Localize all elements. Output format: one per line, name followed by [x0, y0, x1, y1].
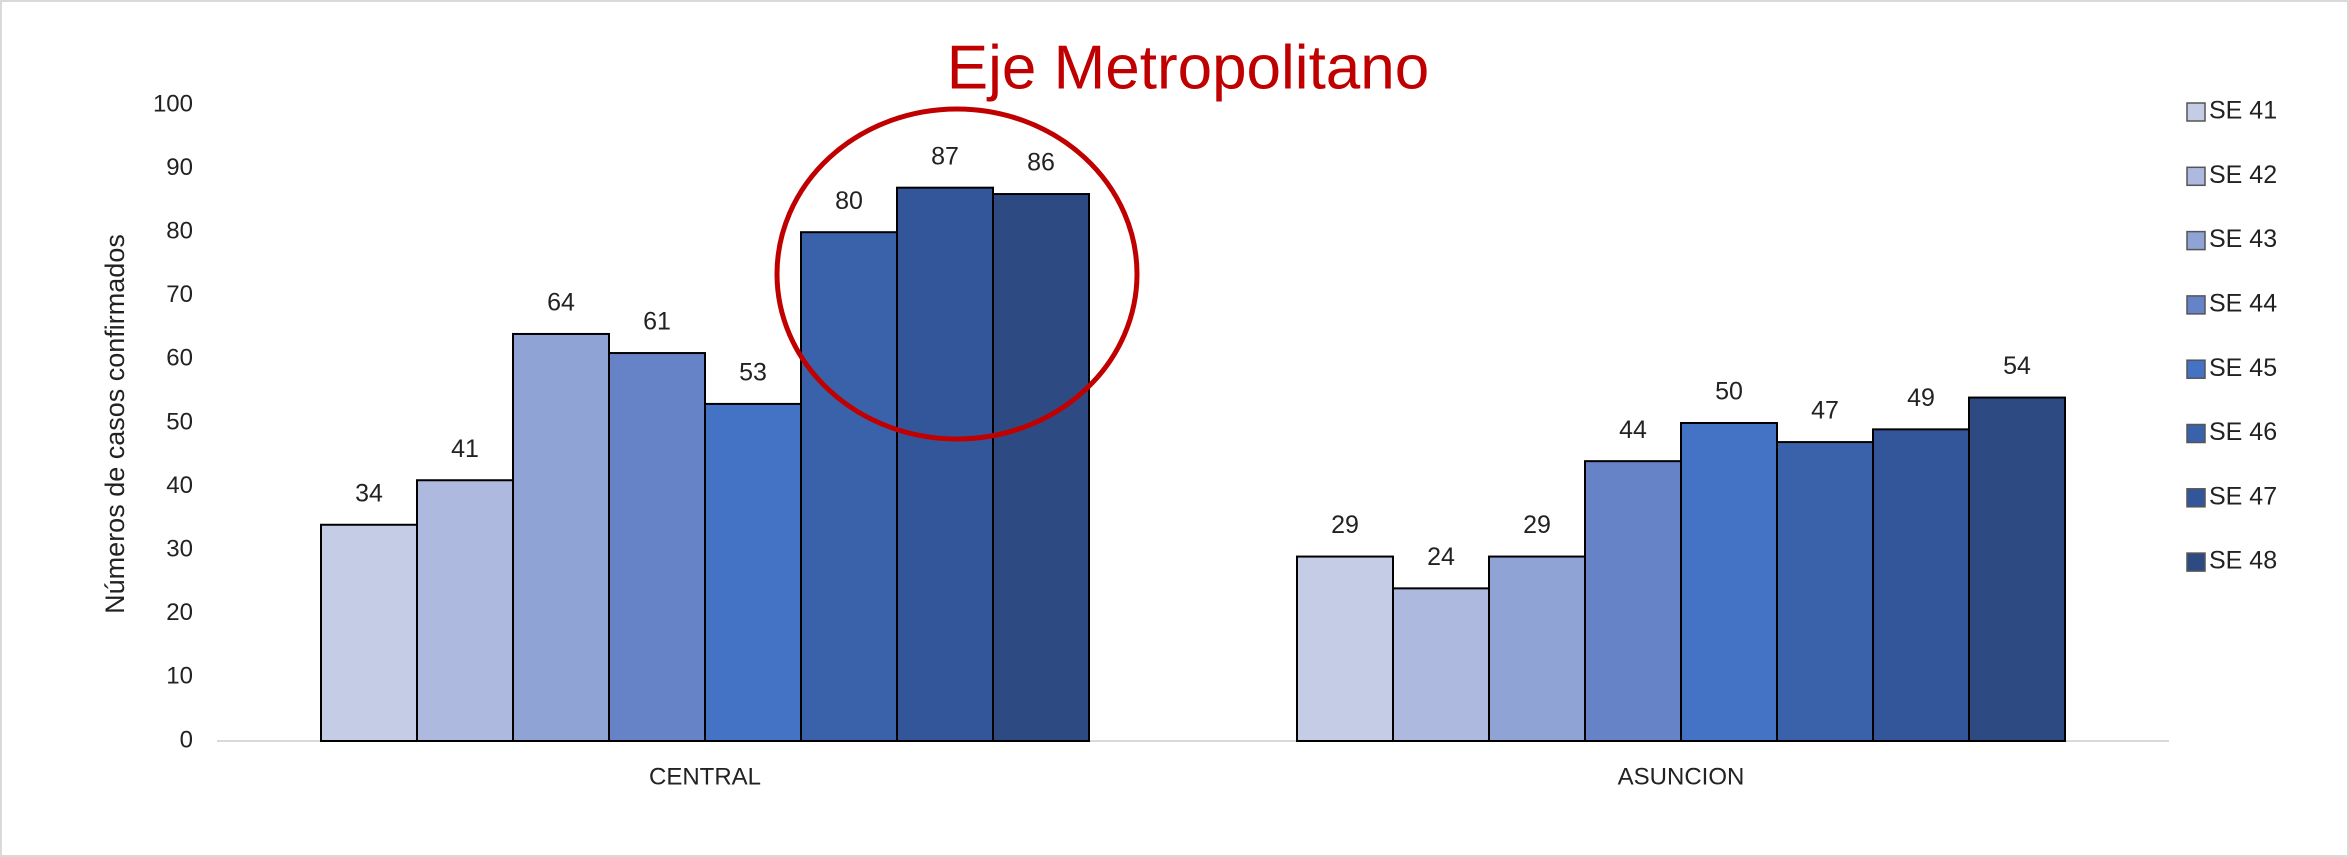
legend-label: SE 41: [2209, 97, 2277, 125]
bar: [1296, 555, 1394, 742]
bar: [1776, 441, 1874, 742]
data-label: 61: [643, 308, 671, 336]
bar: [896, 186, 994, 742]
bar: [1392, 587, 1490, 742]
legend-swatch: [2186, 166, 2206, 187]
data-label: 80: [835, 187, 863, 215]
legend-label: SE 44: [2209, 290, 2277, 318]
data-label: 24: [1427, 543, 1455, 571]
bar: [1584, 460, 1682, 742]
y-tick-label: 50: [166, 408, 193, 435]
legend-swatch: [2186, 552, 2206, 572]
y-tick-label: 20: [166, 599, 193, 626]
legend-swatch: [2186, 102, 2206, 122]
data-label: 53: [739, 359, 767, 387]
legend-label: SE 42: [2209, 161, 2277, 189]
x-tick-label: CENTRAL: [649, 763, 761, 790]
bar: [416, 479, 514, 742]
data-label: 87: [931, 142, 959, 170]
chart-title: Eje Metropolitano: [947, 33, 1430, 102]
y-axis-label: Números de casos confirmados: [100, 234, 130, 614]
bar: [320, 523, 418, 743]
data-label: 86: [1027, 149, 1055, 177]
bar: [704, 402, 802, 742]
data-label: 54: [2003, 352, 2031, 380]
legend-label: SE 45: [2209, 354, 2277, 382]
data-label: 64: [547, 289, 575, 317]
data-label: 29: [1523, 511, 1551, 539]
data-label: 44: [1619, 416, 1647, 444]
bar: [992, 193, 1090, 743]
y-tick-label: 0: [180, 726, 193, 753]
legend-label: SE 46: [2209, 418, 2277, 446]
y-tick-label: 100: [153, 90, 193, 117]
y-tick-label: 90: [166, 154, 193, 181]
legend-swatch: [2186, 359, 2206, 379]
bar: [1872, 428, 1970, 742]
data-label: 41: [451, 435, 479, 463]
bar: [1488, 555, 1586, 742]
plot: 0 10 20 30 40 50 60 70 80 90 100 CENTRAL 34 41 64 61 53 8…: [153, 90, 2277, 790]
y-tick-label: 70: [166, 281, 193, 308]
x-tick-label: ASUNCION: [1618, 763, 1745, 790]
bar: [1968, 396, 2066, 742]
bar: [800, 231, 898, 742]
data-label: 50: [1715, 378, 1743, 406]
bar: [512, 332, 610, 742]
legend-swatch: [2186, 423, 2206, 444]
y-tick-label: 80: [166, 218, 193, 245]
y-tick-label: 60: [166, 345, 193, 372]
legend-label: SE 47: [2209, 482, 2277, 510]
y-tick-label: 40: [166, 472, 193, 499]
legend-label: SE 43: [2209, 225, 2277, 253]
data-label: 47: [1811, 397, 1839, 425]
data-label: 49: [1907, 384, 1935, 412]
legend-swatch: [2186, 295, 2206, 315]
legend-swatch: [2186, 488, 2206, 508]
data-label: 34: [355, 479, 383, 507]
highlight-circle: [774, 106, 1140, 442]
data-label: 29: [1331, 511, 1359, 539]
legend-swatch: [2186, 230, 2206, 251]
bar: [608, 352, 706, 742]
bar: [1680, 422, 1778, 742]
legend-label: SE 48: [2209, 547, 2277, 575]
y-tick-label: 10: [166, 663, 193, 690]
y-tick-label: 30: [166, 536, 193, 563]
